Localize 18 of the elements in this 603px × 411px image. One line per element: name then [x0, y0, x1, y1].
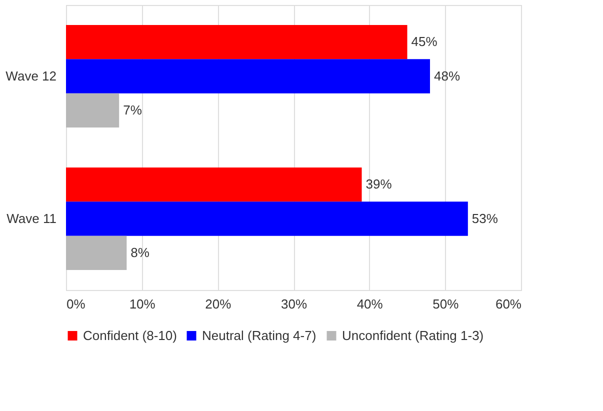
y-tick-label: Wave 11 [6, 210, 56, 226]
legend-label: Neutral (Rating 4-7) [202, 328, 316, 343]
data-label: 7% [123, 102, 142, 118]
data-label: 8% [130, 244, 150, 260]
x-tick-label: 10% [129, 296, 156, 312]
x-tick-label: 30% [280, 296, 308, 312]
x-tick-label: 50% [432, 296, 460, 312]
x-tick-label: 60% [495, 296, 522, 312]
y-tick-label: Wave 12 [6, 68, 56, 84]
x-tick-label: 0% [66, 296, 86, 312]
x-tick-label: 20% [205, 296, 232, 312]
legend-label: Confident (8-10) [83, 328, 177, 343]
x-tick-label: 40% [356, 296, 384, 312]
legend-label: Unconfident (Rating 1-3) [342, 328, 484, 343]
data-label: 53% [472, 210, 498, 226]
data-label: 39% [366, 176, 392, 192]
data-label: 45% [411, 34, 438, 50]
data-label: 48% [434, 68, 460, 84]
